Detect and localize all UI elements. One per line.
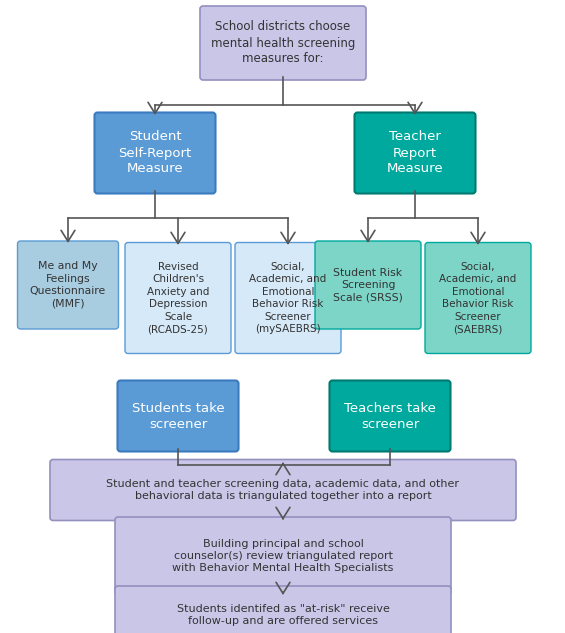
FancyBboxPatch shape (50, 460, 516, 520)
Text: Student Risk
Screening
Scale (SRSS): Student Risk Screening Scale (SRSS) (333, 268, 403, 303)
FancyBboxPatch shape (125, 242, 231, 353)
Text: Student and teacher screening data, academic data, and other
behavioral data is : Student and teacher screening data, acad… (106, 479, 459, 501)
FancyBboxPatch shape (115, 517, 451, 595)
FancyBboxPatch shape (115, 586, 451, 633)
Text: Building principal and school
counselor(s) review triangulated report
with Behav: Building principal and school counselor(… (172, 539, 394, 573)
Text: Students take
screener: Students take screener (132, 401, 224, 430)
FancyBboxPatch shape (354, 113, 476, 194)
Text: Students identifed as "at-risk" receive
follow-up and are offered services: Students identifed as "at-risk" receive … (176, 604, 389, 626)
Text: School districts choose
mental health screening
measures for:: School districts choose mental health sc… (211, 20, 355, 65)
FancyBboxPatch shape (18, 241, 119, 329)
FancyBboxPatch shape (94, 113, 215, 194)
Text: Social,
Academic, and
Emotional
Behavior Risk
Screener
(mySAEBRS): Social, Academic, and Emotional Behavior… (249, 262, 327, 334)
FancyBboxPatch shape (315, 241, 421, 329)
Text: Student
Self-Report
Measure: Student Self-Report Measure (119, 130, 192, 175)
FancyBboxPatch shape (235, 242, 341, 353)
Text: Teacher
Report
Measure: Teacher Report Measure (386, 130, 444, 175)
Text: Teachers take
screener: Teachers take screener (344, 401, 436, 430)
Text: Social,
Academic, and
Emotional
Behavior Risk
Screener
(SAEBRS): Social, Academic, and Emotional Behavior… (440, 262, 516, 334)
FancyBboxPatch shape (425, 242, 531, 353)
FancyBboxPatch shape (329, 380, 450, 451)
Text: Revised
Children's
Anxiety and
Depression
Scale
(RCADS-25): Revised Children's Anxiety and Depressio… (147, 262, 209, 334)
Text: Me and My
Feelings
Questionnaire
(MMF): Me and My Feelings Questionnaire (MMF) (30, 261, 106, 309)
FancyBboxPatch shape (118, 380, 238, 451)
FancyBboxPatch shape (200, 6, 366, 80)
